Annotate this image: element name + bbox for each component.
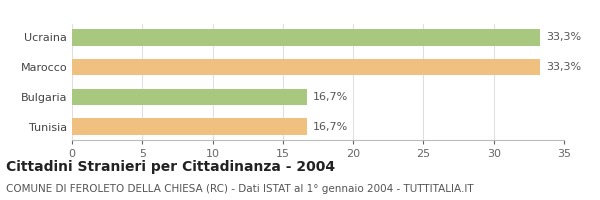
Text: COMUNE DI FEROLETO DELLA CHIESA (RC) - Dati ISTAT al 1° gennaio 2004 - TUTTITALI: COMUNE DI FEROLETO DELLA CHIESA (RC) - D… [6, 184, 473, 194]
Bar [72, 59, 540, 75]
Text: 33,3%: 33,3% [546, 62, 581, 72]
Text: 16,7%: 16,7% [313, 122, 347, 132]
Text: 33,3%: 33,3% [546, 32, 581, 42]
Text: Cittadini Stranieri per Cittadinanza - 2004: Cittadini Stranieri per Cittadinanza - 2… [6, 160, 335, 174]
Bar [72, 118, 307, 135]
Text: 16,7%: 16,7% [313, 92, 347, 102]
Bar [72, 89, 307, 105]
Bar [72, 29, 540, 46]
